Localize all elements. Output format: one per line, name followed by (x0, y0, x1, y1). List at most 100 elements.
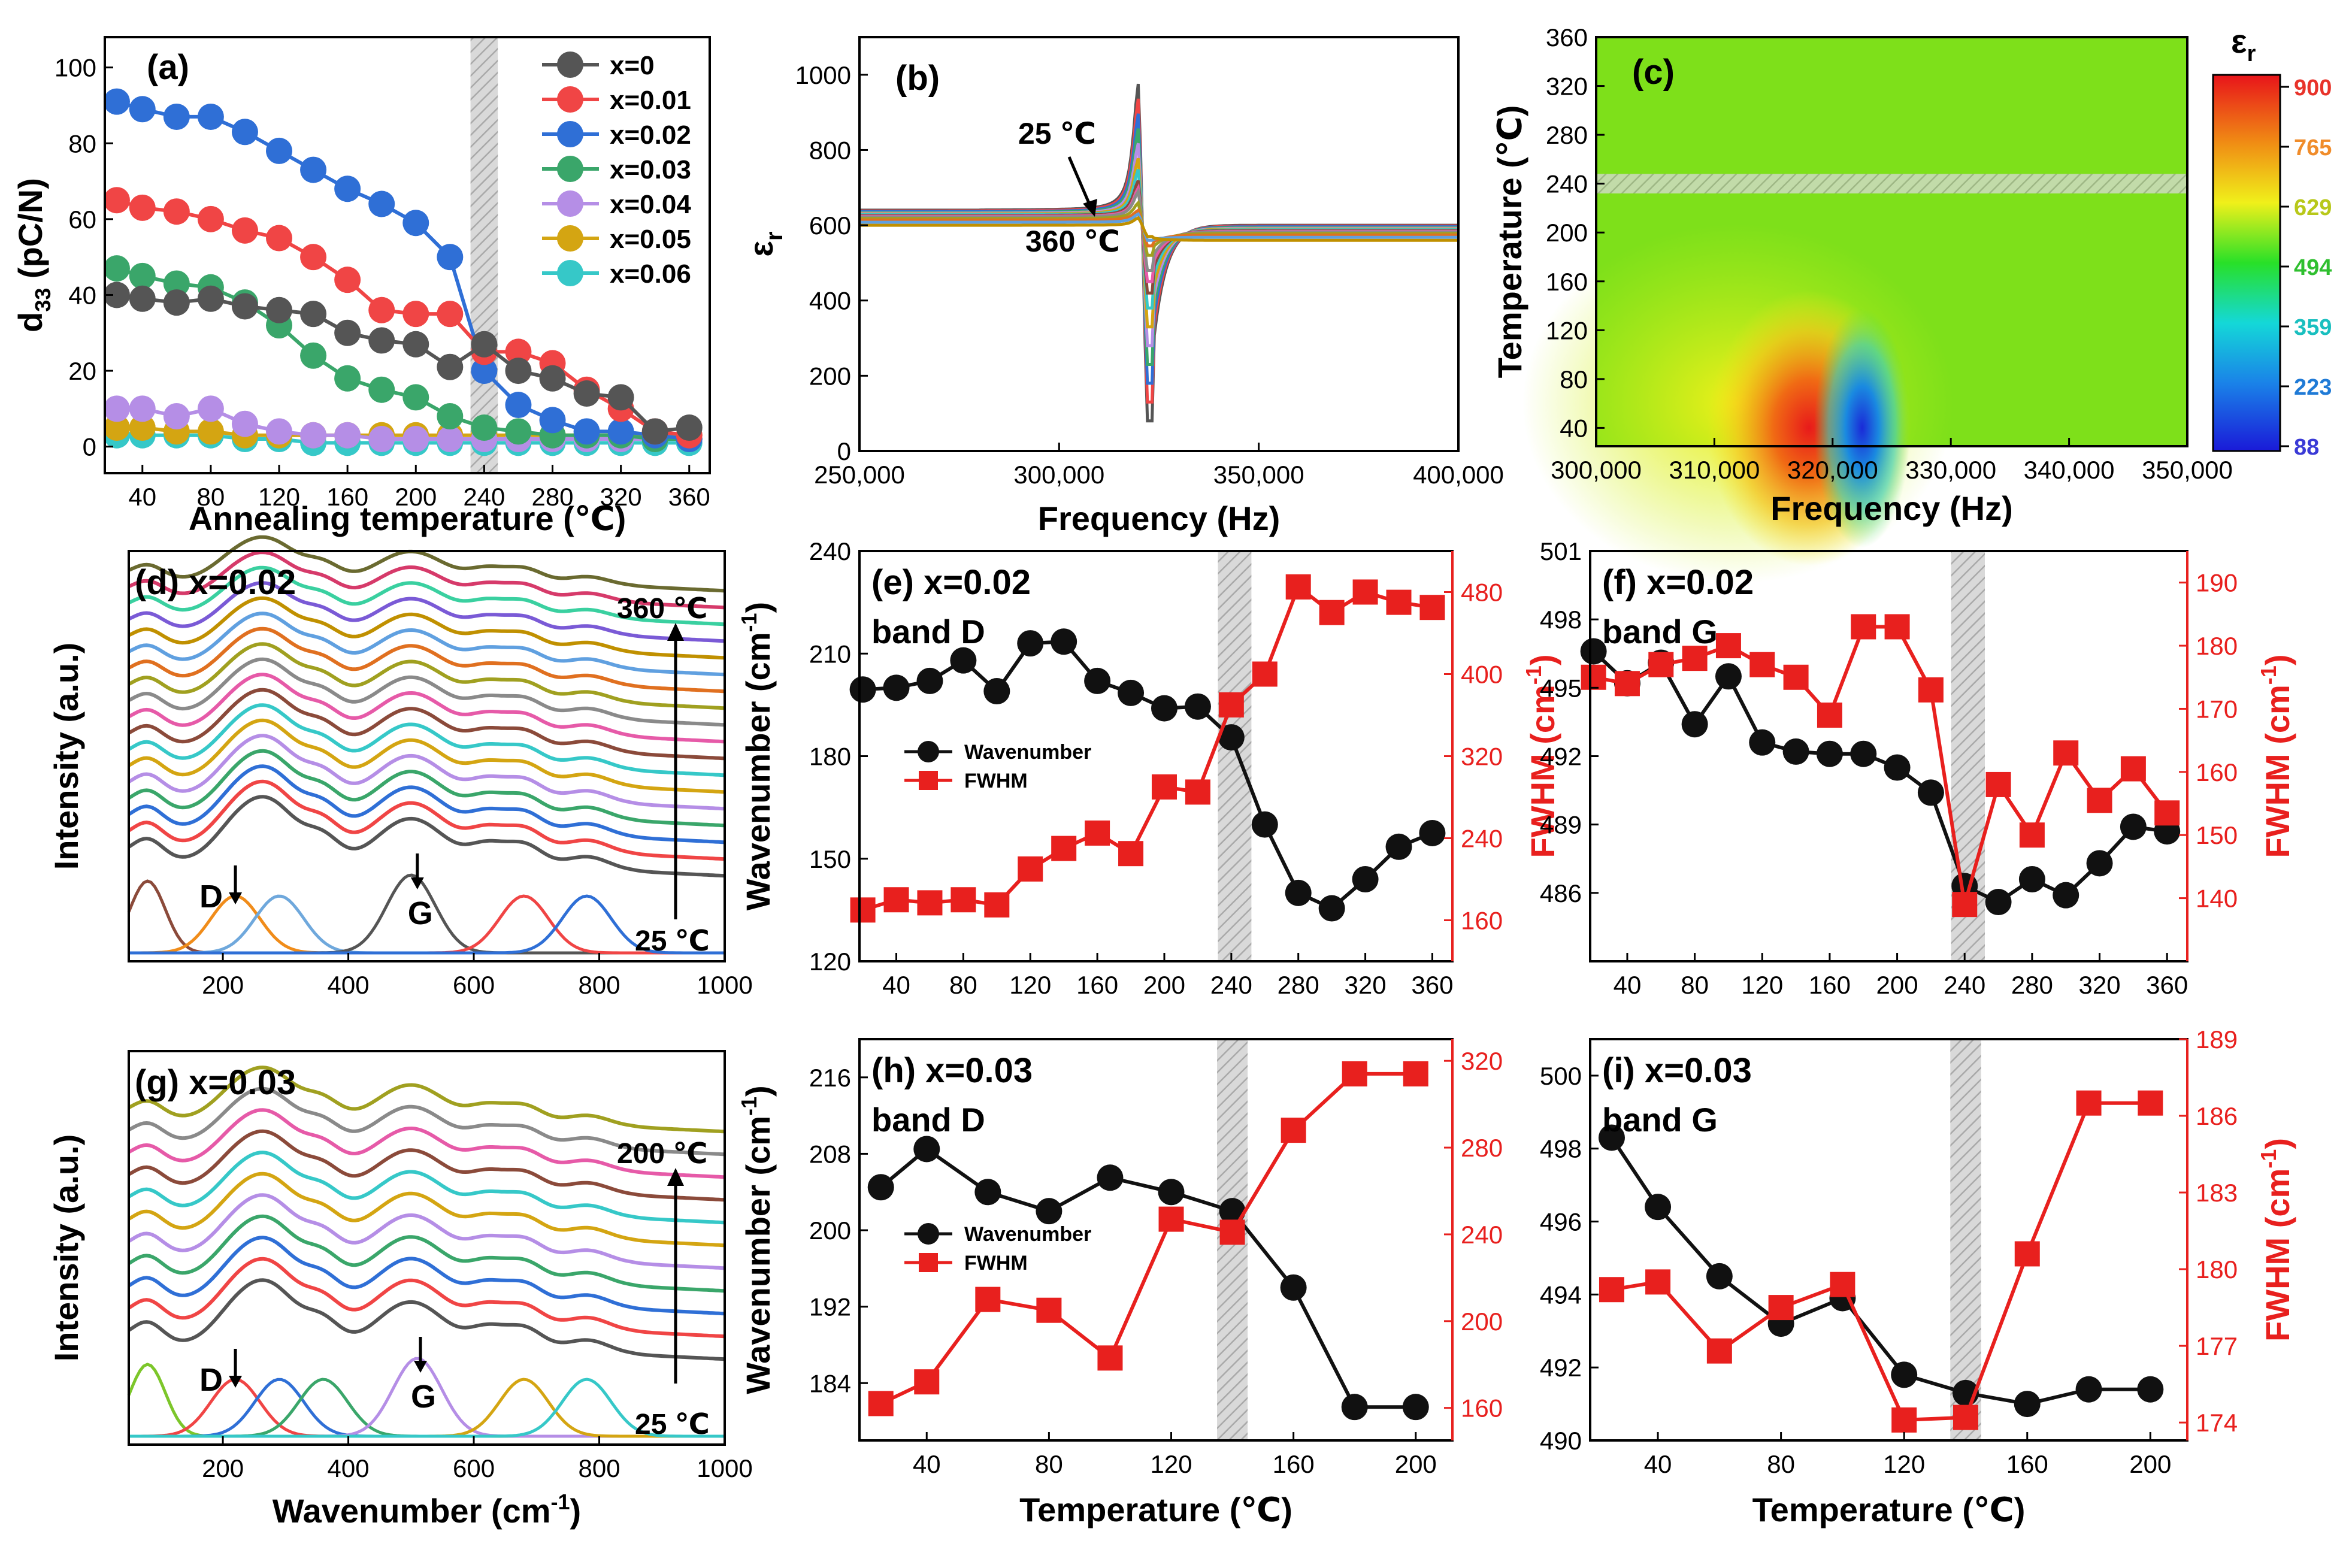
series-FWHM-point (1985, 771, 2011, 797)
series-FWHM-point (1085, 820, 1110, 846)
raman-spectrum (128, 718, 725, 794)
x-axis-label: Wavenumber (cm-1) (273, 1490, 581, 1530)
series-Wavenumber-point (1352, 866, 1379, 892)
series-Wavenumber-point (1280, 1274, 1307, 1301)
series-FWHM-point (2120, 756, 2146, 782)
series-Wavenumber-point (1681, 711, 1708, 738)
x-tick-label: 40 (913, 1450, 941, 1478)
y2-tick-label: 160 (1461, 907, 1503, 935)
legend-label: x=0 (610, 51, 655, 80)
x-tick-label: 200 (2129, 1450, 2171, 1478)
series-x=0.02-point (471, 358, 498, 385)
colorbar: εr 900 765 629 494 359 223 88 (2212, 22, 2332, 460)
series-Wavenumber-point (1219, 1198, 1246, 1225)
raman-spectrum (128, 657, 725, 727)
y-tick-label: 184 (809, 1369, 851, 1397)
legend-marker (918, 1223, 939, 1245)
transition-shade (1950, 1040, 1981, 1439)
series-x=0.02-point (163, 103, 190, 130)
plot-frame (128, 1050, 726, 1446)
y-tick-label: 400 (809, 287, 851, 315)
x-tick-label: 350,000 (2142, 456, 2233, 484)
x-tick-label: 120 (258, 483, 300, 511)
colorbar-tick-label: 223 (2294, 375, 2332, 400)
series-x=0.02-point (402, 210, 429, 237)
series-Wavenumber-point (1706, 1263, 1733, 1289)
x-tick-label: 340,000 (2024, 456, 2115, 484)
raman-spectrum (128, 764, 725, 844)
y-tick-label: 0 (837, 437, 851, 465)
x-tick-label: 160 (1809, 971, 1851, 999)
plot-frame (858, 1038, 1454, 1442)
panel-subtitle: band D (871, 1101, 985, 1139)
series-x=0.04-point (197, 395, 224, 422)
x-tick-label: 40 (128, 483, 156, 511)
series-FWHM-point (1581, 664, 1606, 690)
y-tick-label: 20 (68, 357, 96, 385)
series-x=0-point (103, 281, 130, 308)
series-FWHM-point (914, 1369, 940, 1395)
series-FWHM-point (2154, 800, 2180, 826)
series-FWHM-point (1352, 579, 1378, 605)
series-x=0.01-point (231, 217, 258, 244)
series-FWHM-point (1648, 652, 1674, 677)
x-tick-label: 280 (2011, 971, 2053, 999)
series-x=0.04-point (300, 422, 327, 449)
transition-shade (1597, 174, 2186, 193)
x-tick-label: 320 (600, 483, 642, 511)
y-tick-label: 500 (1540, 1062, 1582, 1090)
series-x=0-point (539, 365, 566, 392)
legend-marker (557, 52, 583, 78)
series-x=0-point (231, 293, 258, 320)
y2-tick-label: 150 (2196, 821, 2238, 849)
series-Wavenumber-point (1341, 1394, 1368, 1421)
colorbar-tick-label: 765 (2294, 135, 2332, 161)
x-tick-label: 40 (882, 971, 910, 999)
y2-tick-label: 320 (1461, 743, 1503, 771)
plot-frame (128, 550, 726, 962)
legend-label: Wavenumber (964, 741, 1091, 764)
y-tick-label: 208 (809, 1140, 851, 1168)
y-tick-label: 360 (1546, 23, 1588, 52)
y2-tick-label: 140 (2196, 885, 2238, 913)
y-tick-label: 320 (1546, 72, 1588, 101)
x-tick-label: 330,000 (1905, 456, 1996, 484)
x-tick-label: 320,000 (1787, 456, 1878, 484)
series-x=0.04-point (402, 426, 429, 453)
series-x=0.04-point (437, 426, 464, 453)
series-x=0-point (641, 418, 668, 445)
series-x=0-point (505, 358, 532, 385)
series-FWHM-point (1783, 664, 1809, 690)
y-axis-label: Wavenumber (cm-1) (737, 602, 777, 910)
series-x=0.03-point (471, 414, 498, 441)
series-FWHM-point (1342, 1061, 1367, 1086)
series-x=0.02-point (607, 418, 634, 445)
x-tick-label: 160 (1273, 1450, 1315, 1478)
series-x=0.05-point (103, 414, 130, 441)
legend-marker (557, 156, 583, 182)
band-D-arrow-head (229, 1376, 243, 1388)
series-x=0-point (129, 285, 156, 312)
colorbar-gradient (2212, 74, 2281, 452)
series-FWHM-point (1884, 614, 1910, 640)
series-Wavenumber-point (1782, 738, 1809, 765)
band-D-label: D (199, 1362, 223, 1398)
series-x=0.02-point (573, 418, 600, 445)
series-Wavenumber-point (1318, 895, 1345, 922)
x-tick-label: 240 (1210, 971, 1252, 999)
raman-spectrum (128, 550, 725, 610)
series-x=0-point (607, 384, 634, 411)
y2-tick-label: 320 (1461, 1047, 1503, 1075)
series-FWHM-point (1051, 836, 1077, 861)
series-x=0.03-point (402, 384, 429, 411)
series-Wavenumber-point (1715, 663, 1742, 690)
series-x=0.03-point (103, 255, 130, 282)
x-tick-label: 310,000 (1669, 456, 1760, 484)
series-FWHM-point (1036, 1297, 1062, 1323)
panel-subtitle: band G (1602, 1101, 1718, 1139)
series-x=0-point (676, 414, 703, 441)
series-Wavenumber-point (1645, 1194, 1672, 1221)
series-FWHM-point (984, 892, 1010, 918)
panel-label: (i) x=0.03 (1602, 1051, 1752, 1090)
y2-tick-label: 280 (1461, 1134, 1503, 1162)
